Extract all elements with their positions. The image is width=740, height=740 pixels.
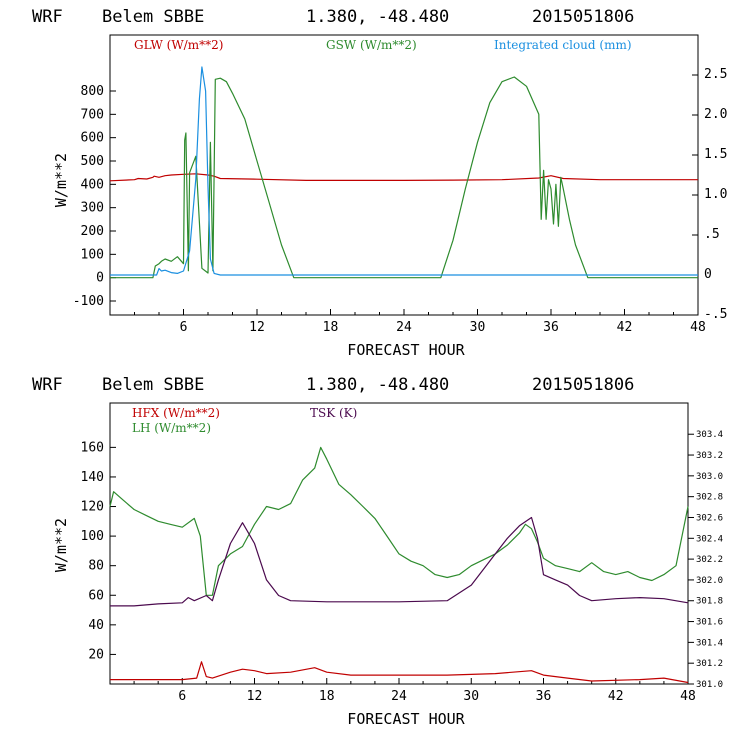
y2-tick-label: 301.8 <box>696 597 723 607</box>
panel-radiation: WRF Belem SBBE 1.380, -48.480 2015051806… <box>32 7 727 359</box>
panel2-x-ticks: 6 12 18 24 30 36 42 48 <box>133 678 696 704</box>
y2-tick-label: 2.0 <box>704 107 727 122</box>
panel1-y2-ticks: -.5 0 .5 1.0 1.5 2.0 2.5 <box>692 67 727 322</box>
y-tick-label: 200 <box>81 224 104 239</box>
panel1-y-axis-label: W/m**2 <box>52 153 70 207</box>
y-tick-label: 100 <box>81 247 104 262</box>
panel2-header: WRF Belem SBBE 1.380, -48.480 2015051806 <box>32 375 634 395</box>
y2-tick-label: 302.8 <box>696 493 723 503</box>
x-tick-label: 6 <box>178 689 186 704</box>
legend-hfx: HFX (W/m**2) <box>132 406 220 420</box>
panel2-header-coords: 1.380, -48.480 <box>306 375 449 395</box>
panel1-x-ticks: 6 12 18 24 30 36 42 48 <box>134 309 706 335</box>
x-tick-label: 24 <box>396 320 412 335</box>
y-tick-label: 80 <box>88 559 104 574</box>
y2-tick-label: 303.4 <box>696 430 723 440</box>
y-tick-label: 100 <box>81 529 104 544</box>
y-tick-label: 120 <box>81 500 104 515</box>
x-tick-label: 24 <box>391 689 407 704</box>
series-line-integrated <box>110 66 698 276</box>
x-tick-label: 42 <box>608 689 624 704</box>
panel2-header-date: 2015051806 <box>532 375 634 395</box>
series-line-lh <box>109 446 689 596</box>
x-tick-label: 30 <box>470 320 486 335</box>
x-tick-label: 48 <box>690 320 706 335</box>
panel-fluxes: WRF Belem SBBE 1.380, -48.480 2015051806… <box>32 375 723 728</box>
x-tick-label: 18 <box>319 689 335 704</box>
panel2-y2-ticks: 301.0 301.2 301.4 301.6 301.8 302.0 302.2 302.4… <box>688 430 723 690</box>
y2-tick-label: 301.4 <box>696 638 723 648</box>
y-tick-label: 700 <box>81 107 104 122</box>
x-tick-label: 12 <box>249 320 265 335</box>
x-tick-label: 48 <box>680 689 696 704</box>
panel1-header-model: WRF <box>32 7 63 27</box>
series-line-glw <box>109 173 698 182</box>
panel2-x-axis-label: FORECAST HOUR <box>347 710 465 728</box>
legend-gsw: GSW (W/m**2) <box>326 38 417 52</box>
legend-glw: GLW (W/m**2) <box>134 38 223 52</box>
y2-tick-label: 1.5 <box>704 147 727 162</box>
legend-lh: LH (W/m**2) <box>132 421 211 435</box>
y2-tick-label: 2.5 <box>704 67 727 82</box>
y-tick-label: 400 <box>81 177 104 192</box>
x-tick-label: 18 <box>323 320 339 335</box>
y-tick-label: 500 <box>81 154 104 169</box>
panel1-header-station: Belem SBBE <box>102 7 204 27</box>
y2-tick-label: -.5 <box>704 307 727 322</box>
x-tick-label: 30 <box>463 689 479 704</box>
y-tick-label: 600 <box>81 131 104 146</box>
panel1-header: WRF Belem SBBE 1.380, -48.480 2015051806 <box>32 7 634 27</box>
x-tick-label: 6 <box>180 320 188 335</box>
y2-tick-label: 302.2 <box>696 555 723 565</box>
y-tick-label: 0 <box>96 271 104 286</box>
x-tick-label: 12 <box>247 689 263 704</box>
y2-tick-label: 303.2 <box>696 451 723 461</box>
panel1-series <box>109 66 698 279</box>
panel2-plot-frame <box>109 402 689 685</box>
panel2-y-ticks: 20 40 60 80 100 120 140 160 <box>81 440 116 662</box>
y2-tick-label: 302.0 <box>696 576 723 586</box>
x-tick-label: 42 <box>617 320 633 335</box>
y2-tick-label: 303.0 <box>696 472 723 482</box>
x-tick-label: 36 <box>543 320 559 335</box>
panel2-series <box>109 446 689 684</box>
series-line-hfx <box>110 661 689 684</box>
panel2-y-axis-label: W/m**2 <box>52 518 70 572</box>
y2-tick-label: 0 <box>704 267 712 282</box>
panel1-header-coords: 1.380, -48.480 <box>306 7 449 27</box>
legend-cloud: Integrated cloud (mm) <box>494 38 632 52</box>
y-tick-label: 40 <box>88 618 104 633</box>
y-tick-label: 60 <box>88 588 104 603</box>
panel1-x-axis-label: FORECAST HOUR <box>347 341 465 359</box>
panel1-header-date: 2015051806 <box>532 7 634 27</box>
y2-tick-label: 301.2 <box>696 659 723 669</box>
series-line-gsw <box>110 76 698 279</box>
y-tick-label: -100 <box>73 294 104 309</box>
y-tick-label: 800 <box>81 84 104 99</box>
y-tick-label: 20 <box>88 647 104 662</box>
y2-tick-label: 301.6 <box>696 618 723 628</box>
panel2-header-station: Belem SBBE <box>102 375 204 395</box>
panel1-plot-frame <box>109 34 699 316</box>
panel2-header-model: WRF <box>32 375 63 395</box>
legend-tsk: TSK (K) <box>310 406 357 420</box>
y-tick-label: 140 <box>81 470 104 485</box>
panel1-y-ticks: -100 0 100 200 300 400 500 600 700 800 <box>73 84 116 309</box>
series-line-tsk <box>110 516 689 607</box>
y-tick-label: 160 <box>81 440 104 455</box>
y2-tick-label: 1.0 <box>704 187 727 202</box>
y2-tick-label: 302.6 <box>696 513 723 523</box>
y2-tick-label: 301.0 <box>696 680 723 690</box>
y2-tick-label: .5 <box>704 227 720 242</box>
y2-tick-label: 302.4 <box>696 534 723 544</box>
y-tick-label: 300 <box>81 201 104 216</box>
x-tick-label: 36 <box>536 689 552 704</box>
